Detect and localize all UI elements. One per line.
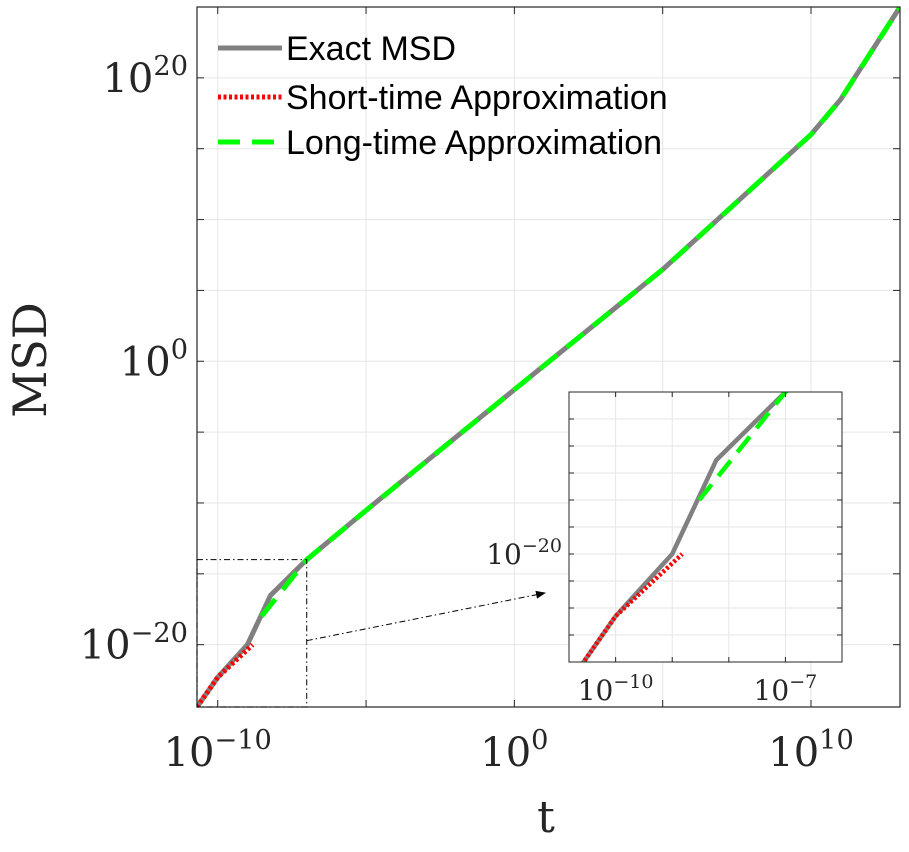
inset-x-tick-label: 10−7: [754, 671, 818, 707]
inset-x-tick-label-exponent: −10: [613, 671, 653, 693]
main-series-long-time-approximation: [259, 7, 900, 618]
x-tick-label-exponent: 10: [819, 725, 854, 756]
inset-x-tick-label-mantissa: 10: [578, 674, 614, 707]
x-axis-label: t: [537, 792, 555, 843]
legend-label: Short-time Approximation: [286, 79, 668, 117]
zoom-connector-arrow: [306, 590, 546, 642]
y-tick-label: 1020: [102, 51, 188, 102]
y-tick-label-exponent: 20: [153, 51, 188, 82]
legend-label: Exact MSD: [286, 30, 456, 68]
legend: Exact MSD Short-time Approximation Long-ti…: [218, 30, 668, 162]
main-series-short-time-approximation: [197, 642, 255, 707]
main-axes-box: [196, 6, 901, 708]
x-tick-label-exponent: −10: [214, 725, 271, 756]
main-grid: [197, 6, 900, 707]
inset-x-tick-label: 10−10: [578, 671, 654, 707]
x-tick-label-mantissa: 10: [164, 730, 215, 776]
legend-label: Long-time Approximation: [286, 124, 662, 162]
y-tick-label: 100: [120, 334, 188, 385]
main-series-layer: [197, 7, 900, 707]
inset-series-layer: [580, 392, 789, 662]
y-tick-label: 10−20: [80, 618, 188, 669]
main-ticks: [197, 6, 900, 707]
x-tick-label: 1010: [768, 725, 854, 776]
y-axis-label: MSD: [3, 302, 57, 418]
y-tick-label-mantissa: 10: [80, 623, 131, 669]
y-tick-label-mantissa: 10: [120, 339, 171, 385]
inset-y-tick-label: 10−20: [486, 535, 562, 571]
inset-tick-labels: 10−10 10−710−20: [486, 535, 817, 707]
inset-y-tick-label-mantissa: 10: [486, 538, 522, 571]
x-tick-label-mantissa: 10: [768, 730, 819, 776]
x-tick-label: 10−10: [164, 725, 272, 776]
inset-x-tick-label-exponent: −7: [789, 671, 817, 693]
y-tick-label-exponent: −20: [131, 618, 188, 649]
y-tick-label-mantissa: 10: [102, 56, 153, 102]
inset-series-exact-msd: [580, 392, 789, 662]
y-tick-label-exponent: 0: [171, 334, 188, 365]
inset-ticks: [569, 391, 843, 663]
inset-y-tick-label-exponent: −20: [522, 535, 562, 557]
x-tick-label: 100: [480, 725, 548, 776]
x-tick-label-exponent: 0: [531, 725, 548, 756]
inset-x-tick-label-mantissa: 10: [754, 674, 790, 707]
x-tick-label-mantissa: 10: [480, 730, 531, 776]
zoom-region-box: [196, 559, 308, 708]
inset-series-short-time-approximation: [580, 552, 684, 662]
